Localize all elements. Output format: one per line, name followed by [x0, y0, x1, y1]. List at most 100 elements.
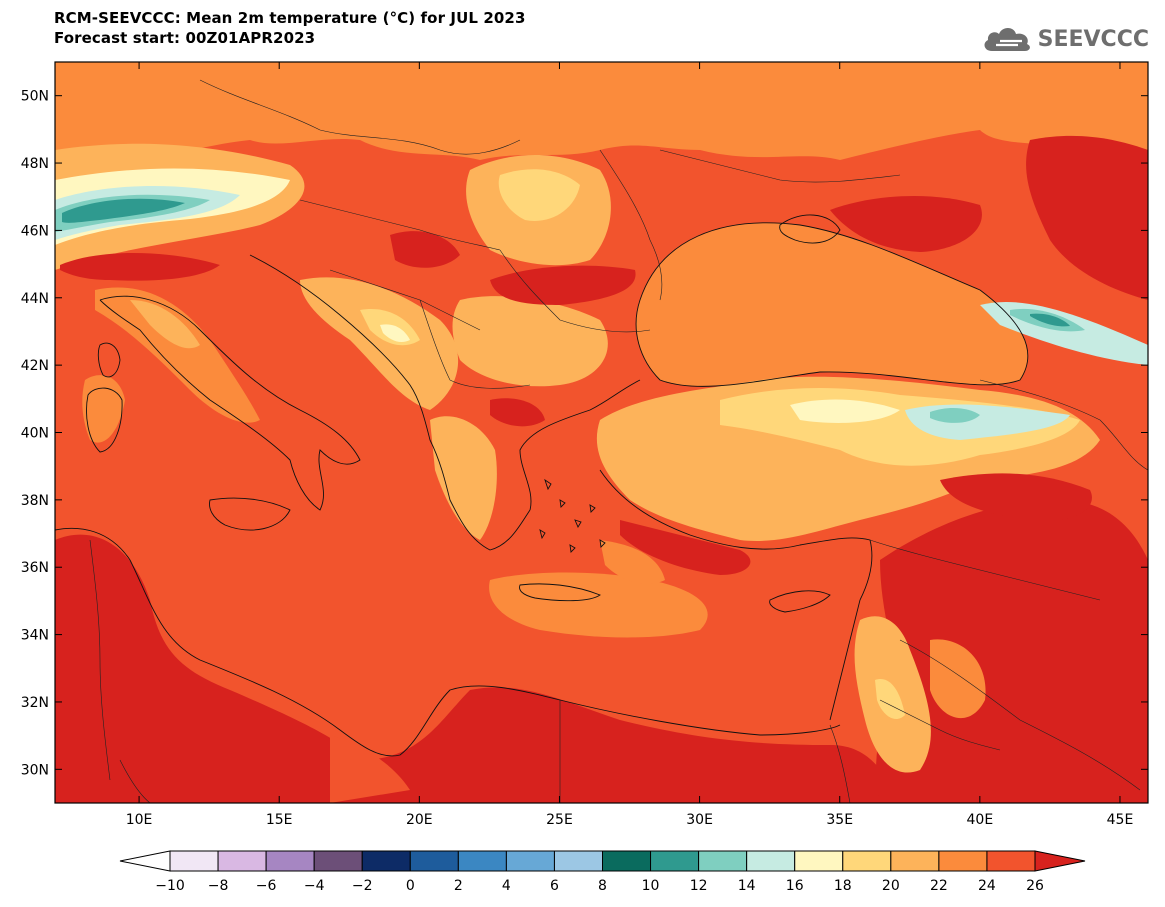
colorbar-swatch	[409, 850, 459, 872]
sardinia-outline	[86, 387, 123, 453]
border-5	[419, 299, 531, 389]
colorbar: −10 −8 −6 −4 −2 0 2 4 6 8 10 12 14 16 18 20 22 24 26	[119, 850, 1086, 894]
lon-label: 40E	[967, 812, 994, 828]
colorbar-label: 14	[738, 878, 756, 894]
colorbar-swatch	[265, 850, 315, 872]
seevccc-logo: SEEVCCC	[980, 22, 1149, 56]
zone-alps-dark	[62, 198, 185, 223]
colorbar-label: −4	[304, 878, 325, 894]
temperature-field	[55, 62, 1148, 803]
black-sea-coast	[635, 222, 1029, 387]
colorbar-label: 0	[406, 878, 415, 894]
lon-label: 35E	[826, 812, 853, 828]
border-13	[89, 539, 111, 781]
colorbar-swatch	[842, 850, 892, 872]
colorbar-label: 26	[1026, 878, 1044, 894]
colorbar-swatch	[938, 850, 988, 872]
lat-label: 42N	[21, 358, 49, 374]
turkey-south-coast	[599, 469, 873, 601]
longitude-axis: 10E 15E 20E 25E 30E 35E 40E 45E	[126, 62, 1134, 828]
zone-levant-sea	[489, 572, 708, 638]
zone-aegean-south	[600, 540, 665, 585]
zone-carpathians-cool	[498, 169, 580, 221]
aegean-islands	[539, 478, 606, 553]
lon-label: 10E	[126, 812, 153, 828]
border-4	[499, 249, 651, 333]
greece-aegean-coast	[519, 379, 641, 511]
zone-anatolia-cold	[790, 399, 900, 423]
border-7	[659, 149, 901, 183]
zone-danube-hot	[490, 265, 636, 305]
colorbar-label: 4	[502, 878, 511, 894]
colorbar-label: 24	[978, 878, 996, 894]
zone-italy-cool	[130, 300, 200, 349]
border-12	[119, 759, 151, 803]
lon-label: 45E	[1107, 812, 1134, 828]
coastlines	[55, 214, 1029, 757]
zone-north-africa	[55, 534, 900, 803]
zone-greece-warm	[430, 416, 497, 540]
colorbar-swatch	[505, 850, 555, 872]
colorbar-label: −10	[155, 878, 185, 894]
border-10	[899, 639, 1141, 791]
lat-label: 30N	[21, 762, 49, 778]
lat-label: 36N	[21, 560, 49, 576]
colorbar-over-triangle	[1034, 850, 1086, 872]
colorbar-swatch	[602, 850, 652, 872]
colorbar-swatch	[890, 850, 940, 872]
colorbar-label: 20	[882, 878, 900, 894]
colorbar-label: 2	[454, 878, 463, 894]
zone-turkey-se-hot	[940, 473, 1092, 521]
colorbar-label: 16	[786, 878, 804, 894]
zone-aegean-hot	[490, 398, 545, 427]
zone-dinarides-cold	[380, 324, 410, 343]
lat-label: 46N	[21, 223, 49, 239]
lat-label: 50N	[21, 89, 49, 105]
africa-coast	[55, 527, 841, 757]
zone-russia-hot	[1026, 135, 1148, 300]
colorbar-swatch	[986, 850, 1036, 872]
levant-coast	[829, 599, 861, 721]
colorbar-label: −2	[352, 878, 373, 894]
colorbar-label: 12	[690, 878, 708, 894]
colorbar-swatch	[313, 850, 363, 872]
border-6	[599, 149, 663, 301]
colorbar-swatch	[361, 850, 411, 872]
border-3	[329, 269, 481, 331]
crimea	[779, 214, 841, 244]
border-2	[299, 199, 501, 251]
cyprus	[769, 590, 831, 613]
zone-black-sea	[636, 222, 1028, 387]
corsica-outline	[97, 342, 121, 378]
zone-balkans-warm	[452, 296, 608, 387]
zone-hungary-hot	[390, 231, 460, 268]
lon-label: 25E	[546, 812, 573, 828]
colorbar-label: 18	[834, 878, 852, 894]
border-15	[829, 724, 851, 803]
colorbar-swatch	[650, 850, 700, 872]
zone-central-europe	[55, 62, 1148, 175]
zone-iraq-warm	[930, 639, 986, 719]
title-line-1: RCM-SEEVCCC: Mean 2m temperature (°C) fo…	[54, 9, 526, 27]
logo-text: SEEVCCC	[1037, 26, 1149, 52]
title-line-2: Forecast start: 00Z01APR2023	[54, 29, 316, 47]
colorbar-swatch	[746, 850, 796, 872]
colorbar-swatch	[457, 850, 507, 872]
cloud-icon	[984, 28, 1030, 51]
colorbar-swatch	[698, 850, 748, 872]
colorbar-swatch	[169, 850, 219, 872]
colorbar-label: −6	[256, 878, 277, 894]
zone-middle-east	[876, 500, 1148, 803]
border-9	[869, 539, 1101, 601]
zone-anatolia-teal	[930, 408, 980, 423]
lat-label: 38N	[21, 493, 49, 509]
colorbar-label: −8	[208, 878, 229, 894]
lat-label: 32N	[21, 695, 49, 711]
colorbar-under-triangle	[119, 850, 171, 872]
lat-label: 44N	[21, 291, 49, 307]
colorbar-swatch	[217, 850, 267, 872]
zone-ukraine-hot	[830, 195, 982, 252]
zone-turkey-coast-hot	[620, 520, 751, 575]
italy-coast	[99, 295, 361, 511]
